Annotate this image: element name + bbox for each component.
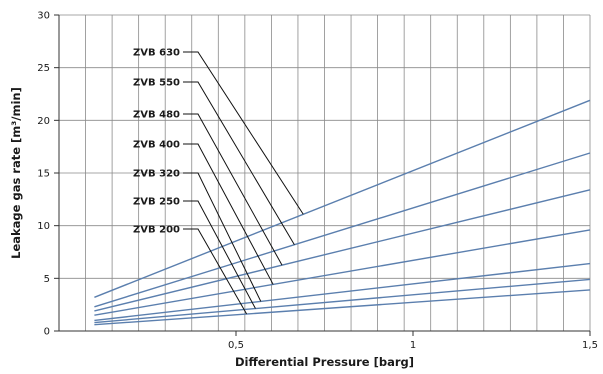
x-tick-label: 1	[410, 340, 416, 351]
series-labels: ZVB 630 ZVB 550 ZVB 480 ZVB 400 ZVB 320 ZVB 2…	[133, 48, 180, 236]
label-leader-line	[183, 81, 295, 245]
label-leader-line	[183, 113, 283, 266]
x-tick-label: 0,5	[228, 340, 244, 351]
series-line	[94, 99, 591, 298]
series-label: ZVB 480	[133, 110, 180, 121]
label-leader-line	[183, 228, 248, 315]
x-axis-title: Differential Pressure [barg]	[235, 355, 414, 369]
series-line	[94, 189, 591, 312]
label-leaders	[183, 51, 304, 315]
label-leader-line	[183, 200, 256, 309]
series-label: ZVB 320	[133, 169, 180, 180]
series-lines	[94, 99, 591, 326]
y-tick-label: 15	[37, 169, 50, 180]
series-label: ZVB 550	[133, 78, 180, 89]
label-leader-line	[183, 51, 304, 215]
axis-ticks: 0 5 10 15 20 25 30 0,5 1 1,5	[37, 11, 598, 352]
label-leader-line	[183, 143, 274, 285]
x-tick-label: 1,5	[582, 340, 598, 351]
series-line	[94, 278, 591, 324]
series-line	[94, 229, 591, 316]
series-label: ZVB 400	[133, 140, 180, 151]
y-tick-label: 10	[37, 221, 50, 232]
y-tick-label: 30	[37, 11, 50, 22]
y-tick-label: 20	[37, 116, 50, 127]
series-line	[94, 262, 591, 322]
series-label: ZVB 250	[133, 197, 180, 208]
y-axis-title: Leakage gas rate [m³/min]	[9, 87, 23, 259]
y-tick-label: 0	[44, 327, 50, 338]
y-tick-label: 25	[37, 63, 50, 74]
y-tick-label: 5	[44, 274, 50, 285]
series-label: ZVB 200	[133, 225, 180, 236]
series-line	[94, 289, 591, 326]
series-label: ZVB 630	[133, 48, 180, 59]
series-line	[94, 152, 591, 308]
label-leader-line	[183, 172, 262, 302]
